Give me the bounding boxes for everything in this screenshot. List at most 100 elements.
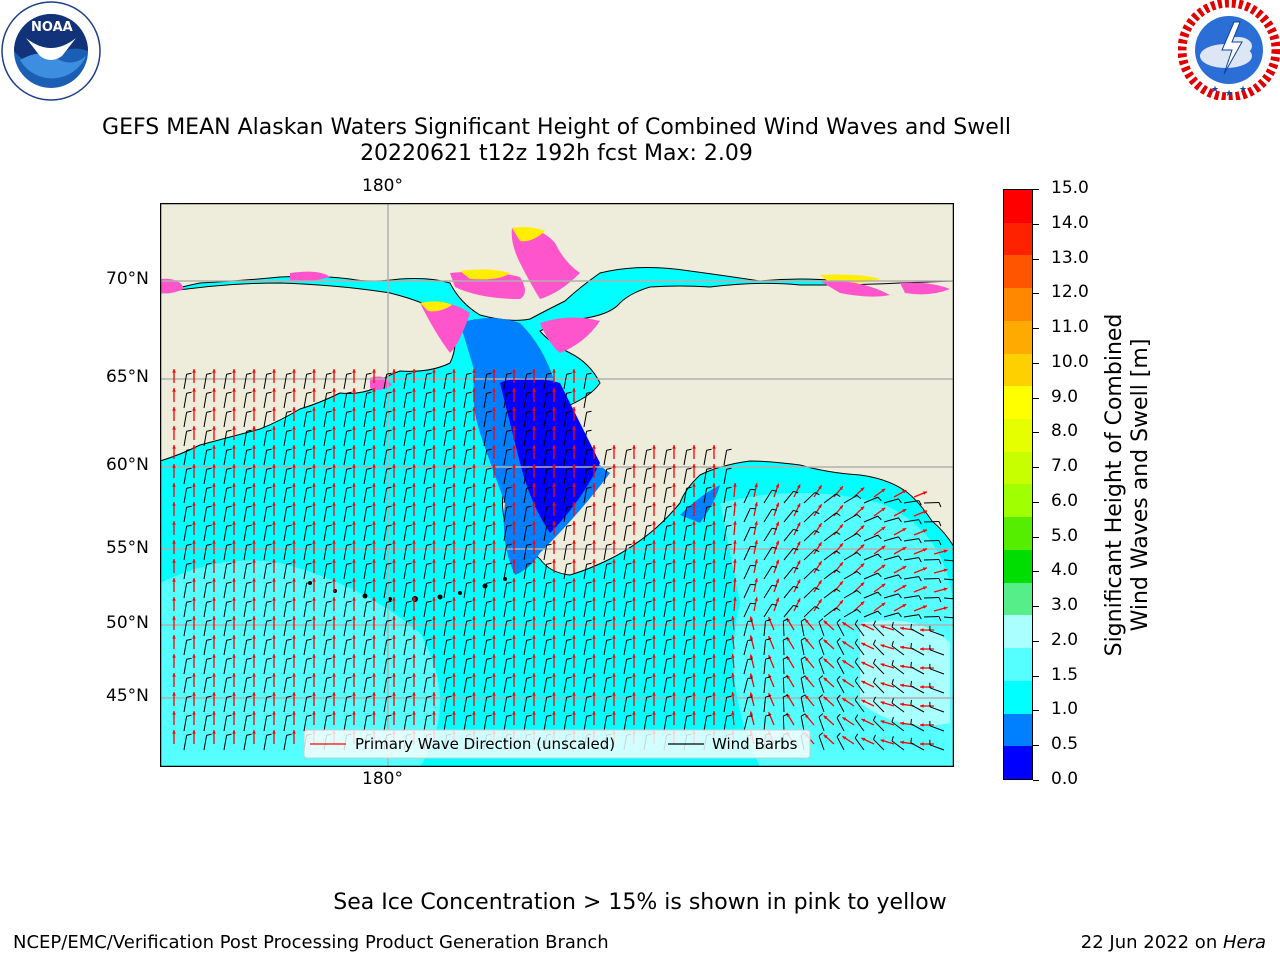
wind-barb-flag [566,619,572,622]
wave-arrow-head [632,502,636,506]
wind-barb-staff [783,529,794,542]
wind-barb-flag [910,642,912,648]
wave-arrow-head [172,464,176,468]
wind-barb-flag [586,600,592,603]
wind-barb-staff [523,583,528,599]
wind-barb-flag [466,657,472,660]
wind-barb-flag [406,467,412,470]
wind-barb-flag [226,581,232,584]
wave-arrow-head [212,540,216,544]
wind-barb-staff [663,469,668,485]
wind-barb-staff [663,507,668,523]
wave-arrow-head [232,540,236,544]
wind-barb-flag [726,581,732,584]
noaa-logo: NOAA [0,0,104,104]
wind-barb-staff [483,431,488,447]
wave-arrow-head [412,578,416,582]
wind-barb-flag [446,600,452,603]
wind-barb-staff [703,507,708,523]
wave-arrow-head [372,578,376,582]
wave-arrow-head [632,711,636,715]
wave-arrow-head [212,616,216,620]
wind-barb-flag [706,524,712,527]
wind-barb-staff [383,659,388,675]
wind-barb-staff [243,697,248,713]
wind-barb-staff [283,450,288,466]
wind-barb-staff [543,431,548,447]
wind-barb-flag [506,600,512,603]
wave-arrow-head [612,616,616,620]
wind-barb-staff [463,621,468,637]
wind-barb-staff [243,374,248,390]
wind-barb-flag [910,718,912,724]
wave-arrow-head [754,597,758,602]
wind-barb-staff [203,678,208,694]
legend-wind-label: Wind Barbs [712,735,798,753]
wind-barb-flag [566,714,572,717]
wave-arrow-head [861,623,866,628]
wave-arrow-head [332,521,336,525]
wind-barb-staff [203,735,208,751]
wave-arrow-head [805,619,809,624]
wind-barb-flag [747,696,753,698]
wave-arrow-head [472,483,476,487]
wind-barb-flag [666,543,672,546]
wind-barb-staff [703,678,708,694]
wave-arrow-head [672,673,676,677]
wind-barb-flag [366,581,372,584]
wind-barb-flag [446,657,452,660]
wave-arrow-head [572,559,576,563]
wave-arrow-head [652,559,656,563]
wind-barb-staff [583,507,588,523]
wave-arrow-head [652,654,656,658]
wind-barb-flag [686,600,692,603]
wave-arrow-head [232,521,236,525]
wind-barb-staff [503,697,508,713]
wind-barb-staff [463,526,468,542]
wave-arrow-head [512,521,516,525]
wind-barb-flag [814,606,820,610]
wind-barb-staff [283,469,288,485]
wave-arrow-head [252,540,256,544]
wind-barb-staff [923,596,940,599]
wind-barb-flag [406,600,412,603]
wave-arrow-head [272,711,276,715]
wave-arrow-head [900,740,904,745]
wind-barb-staff [563,678,568,694]
wind-barb-staff [203,488,208,504]
wind-barb-staff [703,621,708,637]
wind-barb-flag [186,676,192,679]
wind-barb-staff [910,628,925,637]
colorbar-tick-label: 10.0 [1051,351,1089,372]
wind-barb-flag [506,524,512,527]
wind-barb-staff [763,621,766,637]
wind-barb-flag [186,429,192,432]
wave-arrow-head [692,635,696,639]
wind-barb-flag [771,546,777,549]
wind-barb-staff [843,571,858,580]
wind-barb-staff [183,488,188,504]
wave-arrow-head [372,445,376,449]
wind-barb-flag [326,657,332,660]
wind-barb-staff [723,564,728,580]
wind-barb-staff [818,678,825,694]
wind-barb-flag [266,410,272,413]
wind-barb-staff [683,526,688,542]
wind-barb-flag [346,714,352,717]
wind-barb-flag [506,695,512,698]
wind-barb-flag [306,600,312,603]
wave-arrow-head [652,711,656,715]
wind-barb-flag [346,524,352,527]
wave-arrow-head [272,673,276,677]
colorbar-tick-label: 7.0 [1051,456,1079,477]
wind-barb-flag [606,448,612,451]
wind-barb-staff [423,431,428,447]
wind-barb-flag [446,505,452,508]
wind-barb-staff [443,697,448,713]
wind-barb-staff [303,545,308,561]
wind-barb-staff [563,564,568,580]
colorbar-tick-label: 15.0 [1051,178,1089,198]
wave-arrow-head [731,635,735,639]
wind-barb-staff [663,526,668,542]
wave-arrow-head [552,388,556,392]
